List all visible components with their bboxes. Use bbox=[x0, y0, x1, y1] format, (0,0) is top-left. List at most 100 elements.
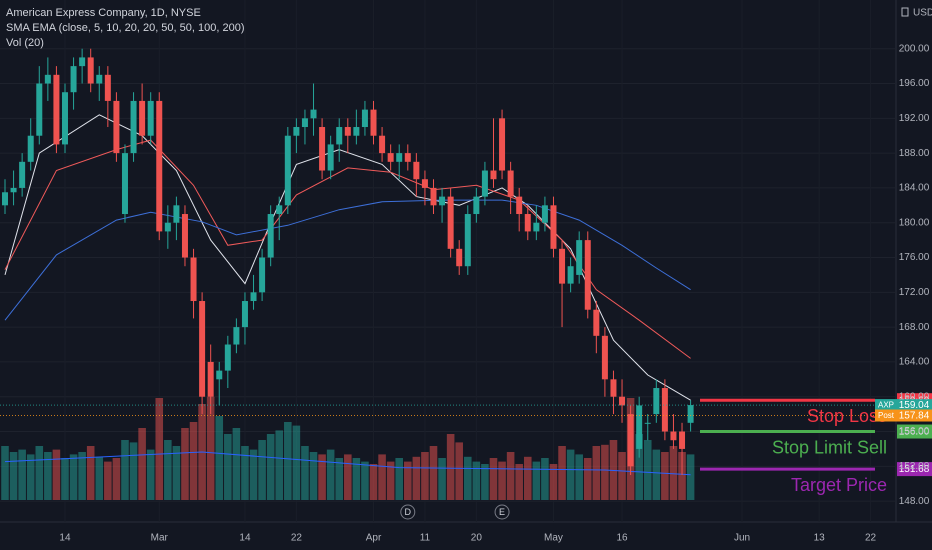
candle-body bbox=[87, 57, 94, 84]
volume-bar bbox=[635, 434, 643, 500]
candle-body bbox=[181, 214, 188, 258]
volume-bar bbox=[395, 458, 404, 500]
volume-bar bbox=[583, 458, 592, 500]
y-tick-label: 152.00 bbox=[899, 461, 930, 472]
volume-bar bbox=[652, 449, 661, 500]
volume-bar bbox=[412, 456, 421, 500]
candle-body bbox=[387, 153, 394, 162]
volume-bar bbox=[181, 428, 189, 500]
volume-bar bbox=[506, 452, 515, 500]
candle-body bbox=[44, 74, 51, 84]
volume-bar bbox=[549, 464, 558, 500]
level-value: 151.68 bbox=[899, 464, 930, 475]
candle-body bbox=[284, 135, 291, 206]
candle-body bbox=[36, 83, 43, 136]
candle-body bbox=[601, 335, 608, 380]
volume-bar bbox=[232, 428, 241, 500]
volume-bar bbox=[1, 446, 9, 500]
indicator-label: Vol (20) bbox=[6, 37, 44, 49]
volume-bar bbox=[44, 452, 52, 500]
candle-body bbox=[113, 100, 120, 154]
currency-label[interactable]: USD bbox=[913, 8, 932, 19]
volume-bar bbox=[498, 461, 506, 500]
candle-body bbox=[353, 127, 360, 136]
candle-body bbox=[293, 127, 300, 136]
volume-bar bbox=[138, 428, 146, 500]
volume-bar bbox=[532, 461, 541, 500]
volume-bar bbox=[369, 464, 378, 500]
y-tick-label: 192.00 bbox=[899, 113, 930, 124]
candle-body bbox=[627, 414, 634, 467]
x-tick-label: May bbox=[544, 533, 563, 544]
y-tick-label: 168.00 bbox=[899, 322, 930, 333]
price-badge-symbol bbox=[875, 399, 897, 412]
volume-bar bbox=[146, 449, 155, 500]
volume-bar bbox=[352, 458, 361, 500]
candles bbox=[2, 48, 694, 476]
volume-bar bbox=[592, 446, 601, 500]
candle-body bbox=[653, 388, 660, 415]
candle-body bbox=[79, 57, 86, 67]
volume-bar bbox=[258, 440, 266, 500]
candle-body bbox=[164, 222, 171, 232]
price-badge-value: 159.04 bbox=[899, 400, 930, 411]
candle-body bbox=[10, 187, 17, 193]
candle-body bbox=[541, 205, 548, 223]
candle-body bbox=[147, 100, 154, 136]
volume-bar bbox=[686, 454, 695, 500]
candle-body bbox=[250, 292, 257, 302]
event-label: D bbox=[405, 507, 412, 517]
chart-title: American Express Company, 1D, NYSE bbox=[6, 7, 201, 19]
volume-bar bbox=[301, 446, 309, 500]
volume-bar bbox=[309, 452, 318, 500]
candle-body bbox=[173, 205, 180, 223]
y-tick-label: 160.00 bbox=[899, 391, 930, 402]
lock-icon[interactable] bbox=[901, 7, 909, 17]
candle-body bbox=[344, 127, 351, 136]
volume-bar bbox=[463, 456, 472, 500]
volume-bar bbox=[386, 461, 395, 500]
candle-body bbox=[361, 109, 368, 128]
volume-bar bbox=[541, 458, 549, 500]
price-badge-symbol-text: Post bbox=[878, 411, 895, 420]
candle-body bbox=[507, 170, 514, 197]
volume-bar bbox=[61, 458, 69, 500]
candle-body bbox=[310, 109, 317, 119]
volume-bar bbox=[481, 464, 489, 500]
volume-bar bbox=[18, 449, 26, 500]
candle-body bbox=[576, 240, 583, 275]
candle-body bbox=[241, 301, 248, 328]
candle-body bbox=[207, 361, 214, 397]
x-tick-label: 16 bbox=[616, 533, 628, 544]
volume-bar bbox=[335, 458, 344, 500]
candle-body bbox=[516, 196, 523, 215]
volume-bar bbox=[455, 442, 463, 500]
candle-body bbox=[121, 153, 128, 215]
candle-body bbox=[319, 127, 326, 171]
levels: Stop Loss Stop Limit Sell Target Price 159.… bbox=[0, 393, 932, 495]
volume-bar bbox=[669, 446, 678, 500]
candle-body bbox=[96, 74, 103, 84]
candle-body bbox=[139, 100, 146, 136]
candle-body bbox=[661, 388, 668, 432]
volume-bar bbox=[643, 440, 652, 500]
volume-bar bbox=[95, 456, 104, 500]
level-value: 156.00 bbox=[899, 427, 930, 438]
volume-bar bbox=[69, 454, 78, 500]
volume-bar bbox=[35, 446, 44, 500]
volume-bar bbox=[26, 454, 35, 500]
x-tick-label: Mar bbox=[151, 533, 169, 544]
level-badge bbox=[897, 462, 932, 477]
event-label: E bbox=[499, 507, 505, 517]
candle-body bbox=[524, 214, 531, 232]
volume-bar bbox=[9, 452, 18, 500]
y-tick-label: 196.00 bbox=[899, 78, 930, 89]
candle-body bbox=[610, 379, 617, 397]
volume-bar bbox=[266, 434, 275, 500]
candle-body bbox=[584, 240, 591, 310]
candle-body bbox=[370, 109, 377, 136]
y-tick-label: 200.00 bbox=[899, 43, 930, 54]
volume-bar bbox=[344, 454, 352, 500]
volume-bar bbox=[566, 449, 575, 500]
candle-body bbox=[104, 74, 111, 101]
